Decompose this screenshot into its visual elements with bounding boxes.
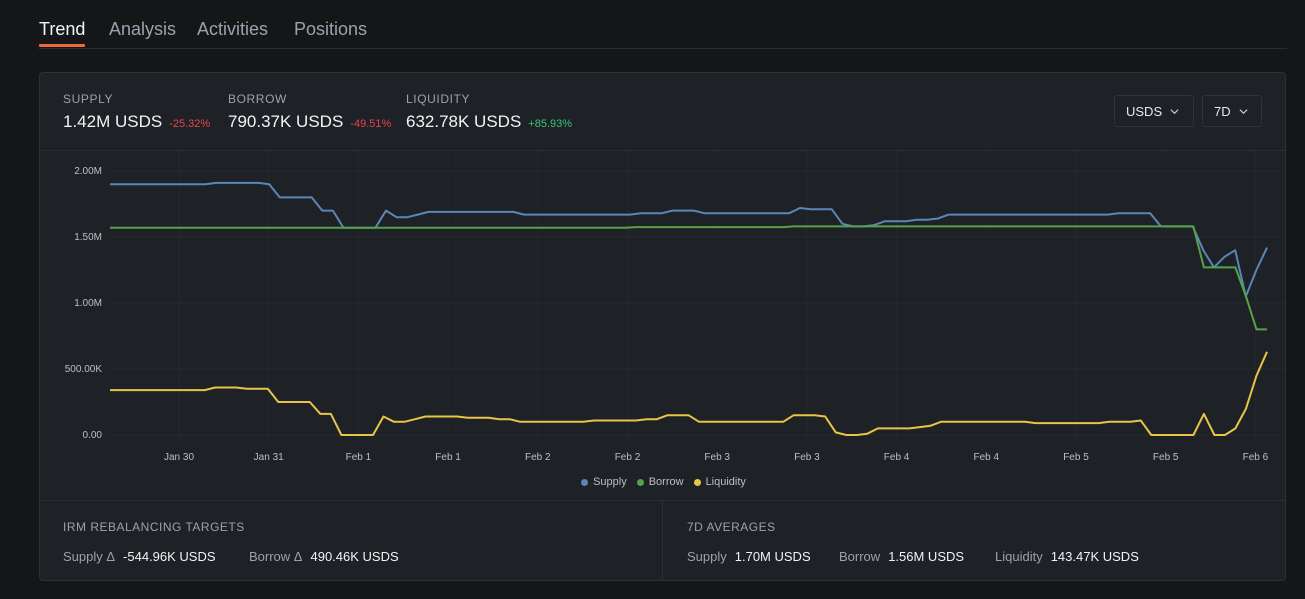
legend-label: Liquidity xyxy=(705,476,746,488)
avg-liquidity: Liquidity 143.47K USDS xyxy=(995,549,1139,564)
range-dropdown[interactable]: 7D xyxy=(1202,95,1262,127)
x-tick-label: Feb 4 xyxy=(884,452,910,463)
avg-borrow-value: 1.56M USDS xyxy=(888,549,965,564)
x-tick-label: Feb 1 xyxy=(435,452,461,463)
x-tick-label: Feb 5 xyxy=(1063,452,1089,463)
asset-dropdown-label: USDS xyxy=(1126,103,1163,119)
x-tick-label: Feb 2 xyxy=(615,452,641,463)
liquidity-stat-label: LIQUIDITY xyxy=(406,92,471,106)
x-tick-label: Feb 3 xyxy=(704,452,730,463)
chevron-down-icon xyxy=(1170,108,1179,114)
tab-positions[interactable]: Positions xyxy=(294,19,368,39)
avg-supply-label: Supply xyxy=(687,549,727,564)
x-tick-label: Jan 31 xyxy=(254,452,284,463)
irm-title: IRM REBALANCING TARGETS xyxy=(63,520,245,534)
legend-dot-icon xyxy=(636,478,644,486)
y-tick-label: 1.50M xyxy=(74,232,102,243)
supply-stat-change: -25.32% xyxy=(169,118,211,130)
x-tick-label: Feb 2 xyxy=(525,452,551,463)
y-tick-label: 2.00M xyxy=(74,166,102,177)
range-dropdown-label: 7D xyxy=(1214,103,1231,119)
series-line-liquidity xyxy=(110,351,1268,436)
trend-chart: 2.00M 1.50M 1.00M 500.00K 0.00 Jan 30 Jan 31 Fe… xyxy=(65,151,1285,463)
x-tick-label: Feb 6 xyxy=(1243,452,1269,463)
avg-borrow: Borrow 1.56M USDS xyxy=(839,549,964,564)
avg-liquidity-value: 143.47K USDS xyxy=(1050,549,1139,564)
tab-bar: Trend Analysis Activities Positions xyxy=(39,0,1287,49)
avg-supply: Supply 1.70M USDS xyxy=(687,549,811,564)
irm-borrow-label: Borrow Δ xyxy=(249,549,303,564)
averages-title: 7D AVERAGES xyxy=(687,520,776,534)
irm-supply-value: -544.96K USDS xyxy=(123,549,216,564)
legend-dot-icon xyxy=(581,478,589,486)
tab-trend[interactable]: Trend xyxy=(39,19,86,39)
footer-vertical-divider xyxy=(662,500,663,580)
tab-analysis[interactable]: Analysis xyxy=(109,19,177,39)
x-tick-label: Jan 30 xyxy=(164,452,194,463)
tab-activities[interactable]: Activities xyxy=(197,19,269,39)
legend-item-liquidity[interactable]: Liquidity xyxy=(693,476,746,488)
legend-label: Supply xyxy=(593,476,627,488)
irm-supply-delta: Supply Δ -544.96K USDS xyxy=(63,549,216,564)
trend-card: SUPPLY 1.42M USDS -25.32% BORROW 790.37K … xyxy=(39,72,1286,581)
irm-supply-label: Supply Δ xyxy=(63,549,116,564)
y-tick-label: 0.00 xyxy=(83,430,103,441)
y-tick-label: 1.00M xyxy=(74,298,102,309)
x-tick-label: Feb 4 xyxy=(974,452,1000,463)
legend-item-borrow[interactable]: Borrow xyxy=(636,476,684,488)
supply-stat: 1.42M USDS -25.32% xyxy=(63,112,210,132)
avg-liquidity-label: Liquidity xyxy=(995,549,1043,564)
liquidity-stat-change: +85.93% xyxy=(528,118,573,130)
irm-borrow-value: 490.46K USDS xyxy=(310,549,399,564)
active-tab-indicator xyxy=(39,44,85,47)
liquidity-stat-value: 632.78K USDS xyxy=(406,112,522,131)
borrow-stat: 790.37K USDS -49.51% xyxy=(228,112,391,132)
header-divider xyxy=(40,150,1285,151)
chart-legend: Supply Borrow Liquidity xyxy=(40,476,1285,489)
chevron-down-icon xyxy=(1239,108,1248,114)
legend-label: Borrow xyxy=(648,476,684,488)
avg-borrow-label: Borrow xyxy=(839,549,881,564)
series-line-borrow xyxy=(110,225,1267,331)
x-tick-label: Feb 5 xyxy=(1153,452,1179,463)
avg-supply-value: 1.70M USDS xyxy=(734,549,811,564)
legend-dot-icon xyxy=(693,478,701,486)
series-line-supply xyxy=(110,181,1268,298)
liquidity-stat: 632.78K USDS +85.93% xyxy=(406,112,572,132)
x-tick-label: Feb 1 xyxy=(346,452,372,463)
supply-stat-value: 1.42M USDS xyxy=(63,112,163,131)
asset-dropdown[interactable]: USDS xyxy=(1114,95,1194,127)
legend-item-supply[interactable]: Supply xyxy=(581,476,627,488)
borrow-stat-label: BORROW xyxy=(228,92,287,106)
x-tick-label: Feb 3 xyxy=(794,452,820,463)
borrow-stat-value: 790.37K USDS xyxy=(228,112,344,131)
y-tick-label: 500.00K xyxy=(65,364,103,375)
supply-stat-label: SUPPLY xyxy=(63,92,114,106)
borrow-stat-change: -49.51% xyxy=(350,118,392,130)
irm-borrow-delta: Borrow Δ 490.46K USDS xyxy=(249,549,399,564)
